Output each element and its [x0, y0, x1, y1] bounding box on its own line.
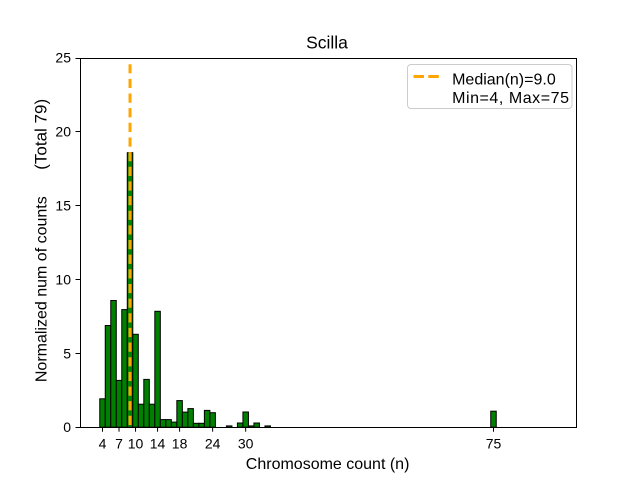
svg-text:18: 18	[172, 435, 188, 451]
svg-text:7: 7	[115, 435, 123, 451]
svg-text:0: 0	[63, 419, 71, 435]
svg-text:5: 5	[63, 345, 71, 361]
svg-text:25: 25	[55, 50, 71, 66]
svg-text:Scilla: Scilla	[306, 33, 348, 53]
svg-text:24: 24	[205, 435, 221, 451]
svg-text:Median(n)=9.0: Median(n)=9.0	[452, 71, 556, 88]
svg-text:15: 15	[55, 197, 71, 213]
svg-text:4: 4	[99, 435, 107, 451]
svg-text:20: 20	[55, 124, 71, 140]
svg-text:10: 10	[128, 435, 144, 451]
svg-text:10: 10	[55, 271, 71, 287]
svg-text:Chromosome count (n): Chromosome count (n)	[246, 456, 410, 473]
svg-text:75: 75	[486, 435, 502, 451]
svg-text:Min=4, Max=75: Min=4, Max=75	[452, 90, 569, 107]
svg-text:(Total 79): (Total 79)	[32, 99, 51, 170]
svg-text:14: 14	[150, 435, 166, 451]
svg-text:30: 30	[238, 435, 254, 451]
svg-text:Normalized num of counts: Normalized num of counts	[34, 196, 51, 382]
